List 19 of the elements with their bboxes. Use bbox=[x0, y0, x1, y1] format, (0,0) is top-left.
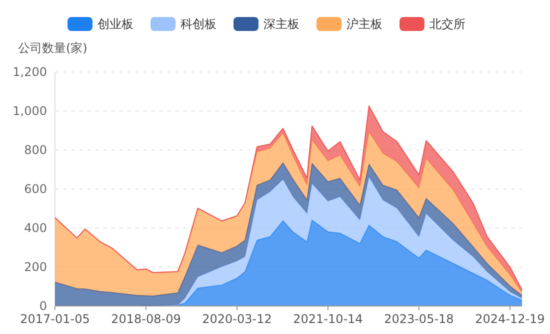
x-tick-label: 2024-12-19 bbox=[475, 312, 545, 326]
x-tick-label: 2018-08-09 bbox=[111, 312, 181, 326]
legend-label: 创业板 bbox=[98, 17, 134, 32]
y-tick-label: 0 bbox=[39, 299, 47, 314]
y-tick-label: 1,000 bbox=[12, 104, 47, 118]
x-tick-label: 2021-10-14 bbox=[293, 312, 363, 326]
legend-label: 深主板 bbox=[264, 17, 300, 32]
y-tick-label: 600 bbox=[24, 182, 47, 196]
legend-label: 北交所 bbox=[430, 17, 466, 32]
x-tick-label: 2020-03-12 bbox=[202, 312, 272, 326]
x-tick-label: 2023-05-18 bbox=[384, 312, 454, 326]
y-tick-label: 1,200 bbox=[12, 65, 47, 80]
y-axis-title: 公司数量(家) bbox=[18, 41, 88, 55]
legend-label: 科创板 bbox=[180, 17, 216, 32]
x-tick-label: 2017-01-05 bbox=[20, 312, 90, 326]
y-tick-label: 400 bbox=[24, 221, 47, 236]
legend-label: 沪主板 bbox=[346, 17, 382, 32]
y-tick-label: 800 bbox=[24, 143, 47, 158]
y-tick-label: 200 bbox=[24, 260, 47, 274]
